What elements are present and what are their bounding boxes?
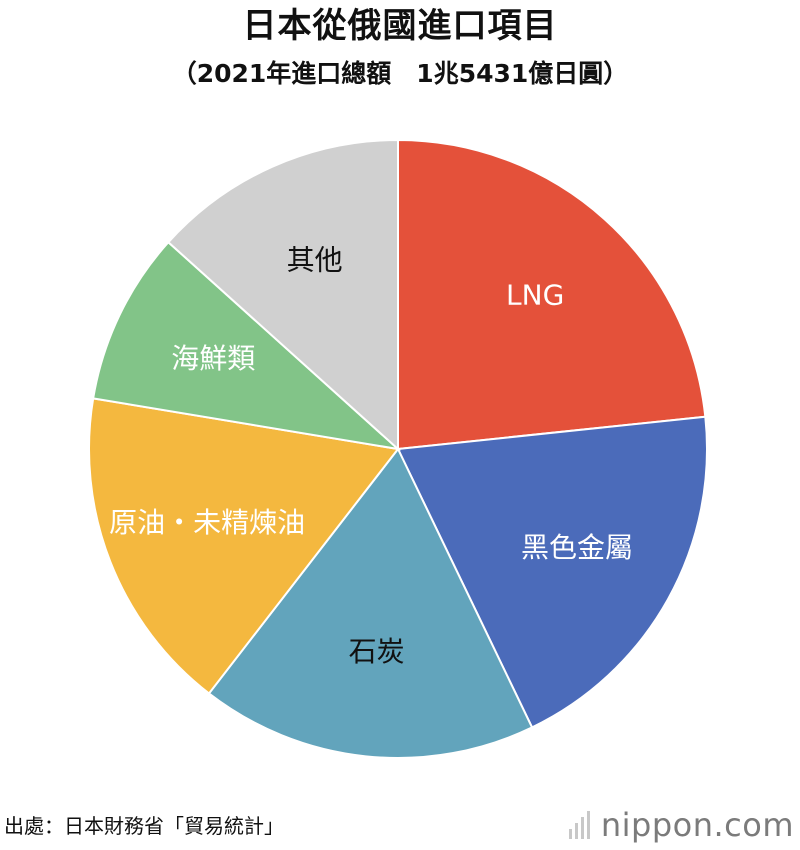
slice-label-3: 原油・未精煉油: [109, 506, 305, 539]
slice-label-5: 其他: [287, 244, 343, 277]
slice-label-0: LNG: [506, 279, 564, 312]
slice-label-2: 石炭: [349, 635, 405, 668]
brand: nippon.com: [568, 806, 794, 844]
chart-subtitle: （2021年進口總額 1兆5431億日圓）: [171, 59, 629, 88]
pie-slice-3: [88, 397, 400, 695]
pie-slice-5: [166, 138, 399, 452]
chart-title: 日本從俄國進口項目: [242, 6, 558, 46]
brand-name: nippon.com: [600, 806, 794, 844]
pie-slice-4: [92, 240, 402, 451]
pie-slice-1: [396, 415, 708, 729]
nippon-logo-icon: [568, 811, 593, 839]
pie-slice-0: [397, 138, 707, 451]
source-note: 出處：日本財務省「貿易統計」: [4, 814, 284, 838]
pie-slice-2: [207, 447, 534, 759]
slice-label-4: 海鮮類: [171, 342, 255, 375]
slice-label-1: 黑色金屬: [521, 531, 633, 564]
